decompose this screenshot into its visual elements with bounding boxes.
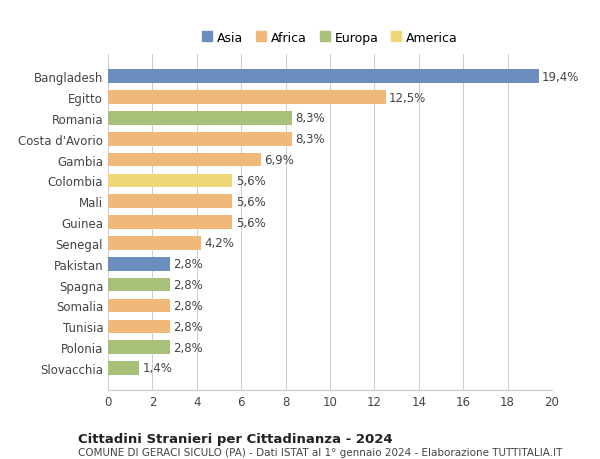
Bar bbox=[108, 174, 232, 188]
Text: 1,4%: 1,4% bbox=[142, 362, 172, 375]
Bar bbox=[108, 70, 539, 84]
Text: 19,4%: 19,4% bbox=[542, 71, 580, 84]
Bar bbox=[108, 195, 232, 208]
Text: 5,6%: 5,6% bbox=[236, 196, 265, 208]
Bar bbox=[108, 320, 170, 333]
Bar bbox=[108, 341, 170, 354]
Text: COMUNE DI GERACI SICULO (PA) - Dati ISTAT al 1° gennaio 2024 - Elaborazione TUTT: COMUNE DI GERACI SICULO (PA) - Dati ISTA… bbox=[78, 448, 562, 458]
Text: 12,5%: 12,5% bbox=[389, 91, 426, 104]
Text: 8,3%: 8,3% bbox=[296, 112, 325, 125]
Text: 8,3%: 8,3% bbox=[296, 133, 325, 146]
Legend: Asia, Africa, Europa, America: Asia, Africa, Europa, America bbox=[199, 28, 461, 48]
Text: 2,8%: 2,8% bbox=[173, 341, 203, 354]
Bar bbox=[108, 299, 170, 313]
Text: 5,6%: 5,6% bbox=[236, 174, 265, 188]
Text: 2,8%: 2,8% bbox=[173, 299, 203, 312]
Text: 2,8%: 2,8% bbox=[173, 257, 203, 271]
Bar bbox=[108, 153, 261, 167]
Bar bbox=[108, 133, 292, 146]
Bar bbox=[108, 257, 170, 271]
Bar bbox=[108, 237, 201, 250]
Text: 2,8%: 2,8% bbox=[173, 320, 203, 333]
Bar bbox=[108, 278, 170, 292]
Text: 6,9%: 6,9% bbox=[265, 154, 295, 167]
Bar bbox=[108, 361, 139, 375]
Text: 2,8%: 2,8% bbox=[173, 279, 203, 291]
Text: 4,2%: 4,2% bbox=[205, 237, 235, 250]
Bar bbox=[108, 91, 386, 105]
Text: 5,6%: 5,6% bbox=[236, 216, 265, 229]
Bar bbox=[108, 112, 292, 125]
Text: Cittadini Stranieri per Cittadinanza - 2024: Cittadini Stranieri per Cittadinanza - 2… bbox=[78, 432, 392, 445]
Bar bbox=[108, 216, 232, 230]
